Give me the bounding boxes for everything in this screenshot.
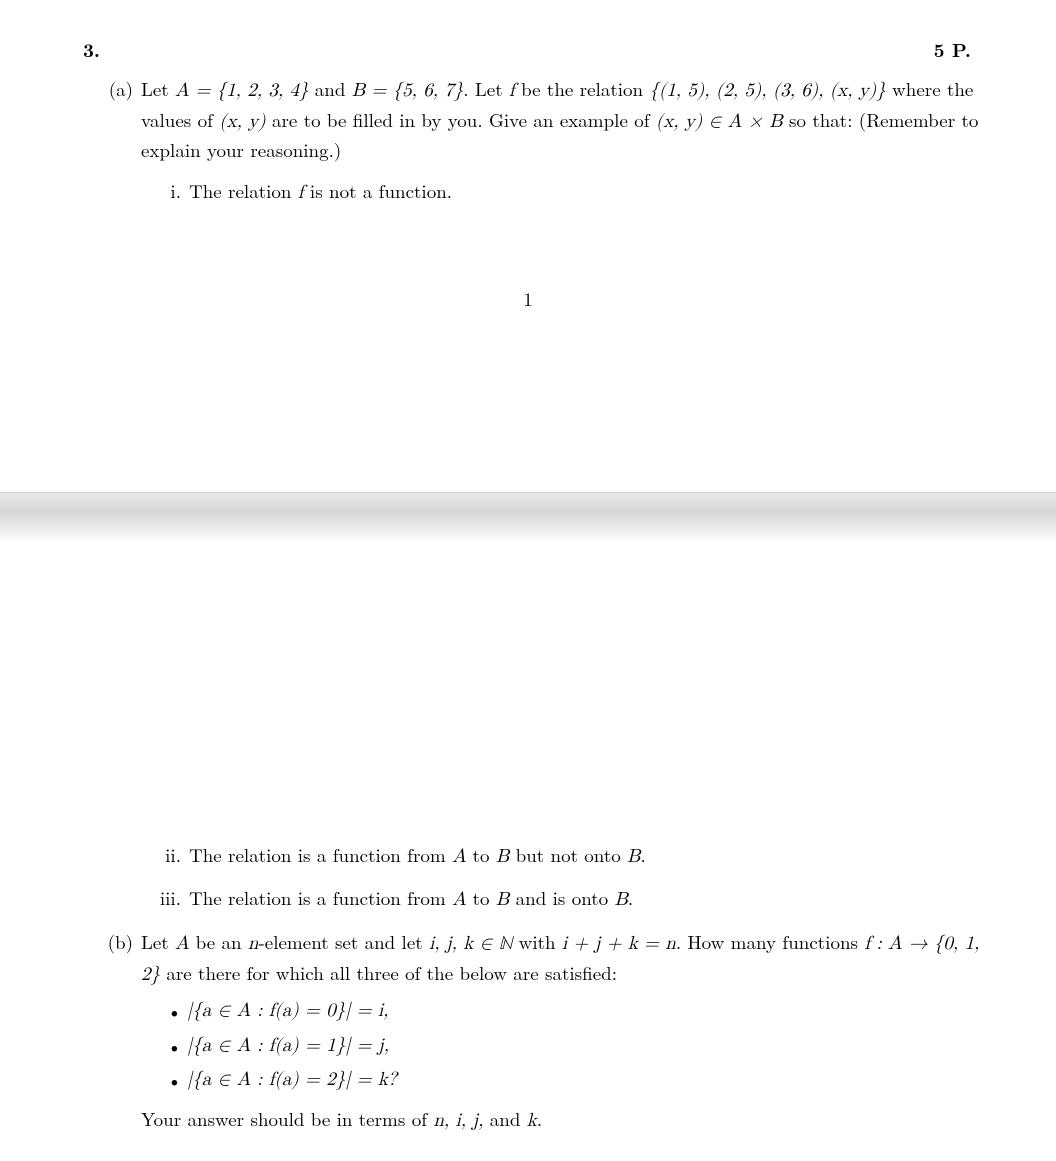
part-a-cont-body: ii. The relation is a function from A to… [141, 829, 981, 914]
text: . [641, 841, 646, 868]
bullet-2-text: |{a ∈ A : f(a) = 1}| = j, [187, 1032, 389, 1061]
text: are to be filled in by you. Give an exam… [266, 106, 656, 133]
text: . How many functions [676, 928, 865, 955]
text: . [537, 1105, 542, 1132]
math-B: B = {5, 6, 7} [352, 81, 464, 100]
part-a-body: Let A = {1, 2, 3, 4} and B = {5, 6, 7}. … [141, 75, 981, 207]
sub-iii-body: The relation is a function from A to B a… [189, 884, 981, 915]
sub-i-body: The relation f is not a function. [189, 177, 981, 208]
page-break [0, 492, 1056, 541]
math-vars: n, i, j, [433, 1111, 483, 1130]
page-2: ii. The relation is a function from A to… [0, 541, 1056, 1161]
math-k: k [527, 1111, 537, 1130]
text: and [308, 75, 351, 102]
text: be the relation [515, 75, 650, 102]
math-xy: (x, y) [219, 112, 265, 131]
text: . [628, 884, 633, 911]
text: be an [189, 928, 248, 955]
text: with [512, 928, 562, 955]
sub-ii: ii. The relation is a function from A to… [151, 841, 981, 872]
answer-instruction: Your answer should be in terms of n, i, … [141, 1105, 981, 1136]
math-sum: i + j + k = n [562, 934, 676, 953]
math-ijk: i, j, k ∈ ℕ [429, 934, 512, 953]
text: Let [141, 75, 175, 102]
text: The relation [189, 177, 298, 204]
math-A: A [452, 890, 466, 909]
bullet-2: • |{a ∈ A : f(a) = 1}| = j, [167, 1032, 981, 1061]
problem-points: 5 P. [934, 35, 971, 63]
part-a: (a) Let A = {1, 2, 3, 4} and B = {5, 6, … [95, 75, 981, 207]
math-B: B [496, 890, 509, 909]
sub-ii-label: ii. [151, 841, 189, 872]
text: and [483, 1105, 526, 1132]
text: -element set and let [258, 928, 429, 955]
text: to [466, 884, 496, 911]
text: Let [141, 928, 175, 955]
bullet-dot-icon: • [167, 1066, 187, 1095]
text: The relation is a function from [189, 841, 452, 868]
sub-i: i. The relation f is not a function. [151, 177, 981, 208]
page-number: 1 [75, 285, 981, 312]
part-b-body: Let A be an n-element set and let i, j, … [141, 928, 981, 1135]
text: and is onto [509, 884, 614, 911]
math-B: B [496, 847, 509, 866]
text: to [466, 841, 496, 868]
math-n: n [248, 934, 259, 953]
blank [95, 829, 141, 914]
math-B: B [627, 847, 640, 866]
text: are there for which all three of the bel… [160, 959, 617, 986]
part-a-cont: ii. The relation is a function from A to… [95, 829, 981, 914]
problem-number: 3. [83, 35, 100, 63]
bullet-dot-icon: • [167, 1032, 187, 1061]
text: is not a function. [304, 177, 452, 204]
text: The relation is a function from [189, 884, 452, 911]
math-rel: {(1, 5), (2, 5), (3, 6), (x, y)} [649, 81, 885, 100]
math-A: A [175, 934, 189, 953]
page-1: 3. 5 P. (a) Let A = {1, 2, 3, 4} and B =… [0, 0, 1056, 492]
text: Your answer should be in terms of [141, 1105, 433, 1132]
bullet-1-text: |{a ∈ A : f(a) = 0}| = i, [187, 997, 388, 1026]
sub-i-label: i. [151, 177, 189, 208]
text: . Let [463, 75, 509, 102]
text: but not onto [509, 841, 627, 868]
sub-iii-label: iii. [151, 884, 189, 915]
bullet-3-text: |{a ∈ A : f(a) = 2}| = k? [187, 1066, 397, 1095]
part-a-label: (a) [95, 75, 141, 207]
sub-iii: iii. The relation is a function from A t… [151, 884, 981, 915]
math-xy2: (x, y) ∈ A × B [656, 112, 783, 131]
math-A: A = {1, 2, 3, 4} [175, 81, 308, 100]
math-A: A [452, 847, 466, 866]
problem-header: 3. 5 P. [75, 35, 981, 63]
bullet-list: • |{a ∈ A : f(a) = 0}| = i, • |{a ∈ A : … [167, 997, 981, 1095]
bullet-dot-icon: • [167, 997, 187, 1026]
part-b: (b) Let A be an n-element set and let i,… [95, 928, 981, 1135]
part-b-label: (b) [95, 928, 141, 1135]
sub-ii-body: The relation is a function from A to B b… [189, 841, 981, 872]
math-B: B [614, 890, 627, 909]
bullet-3: • |{a ∈ A : f(a) = 2}| = k? [167, 1066, 981, 1095]
spacer [75, 549, 981, 829]
bullet-1: • |{a ∈ A : f(a) = 0}| = i, [167, 997, 981, 1026]
